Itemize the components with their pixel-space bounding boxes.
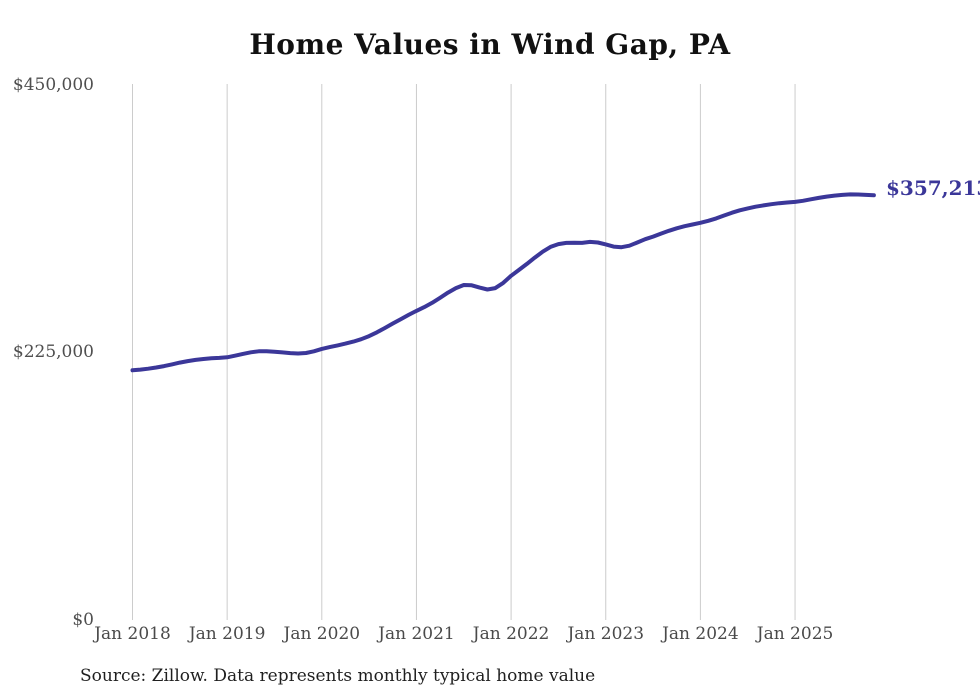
x-tick-label-2020: Jan 2020 (283, 624, 361, 644)
x-tick-label-2025: Jan 2025 (756, 624, 834, 644)
x-tick-label-2018: Jan 2018 (94, 624, 171, 644)
x-tick-label-2019: Jan 2019 (188, 624, 266, 644)
x-tick-label-2024: Jan 2024 (662, 624, 739, 644)
x-tick-label-2021: Jan 2021 (378, 624, 455, 644)
home-value-line (130, 192, 876, 373)
latest-value-label: $357,213 (886, 176, 980, 200)
x-tick-label-2022: Jan 2022 (472, 624, 550, 644)
vertical-gridlines (132, 84, 796, 620)
chart-title: Home Values in Wind Gap, PA (249, 28, 731, 61)
source-attribution: Source: Zillow. Data represents monthly … (80, 666, 596, 686)
y-tick-label-450000: $450,000 (12, 75, 94, 95)
y-tick-label-0: $0 (72, 610, 94, 630)
y-tick-label-225000: $225,000 (12, 342, 94, 362)
x-tick-label-2023: Jan 2023 (567, 624, 645, 644)
